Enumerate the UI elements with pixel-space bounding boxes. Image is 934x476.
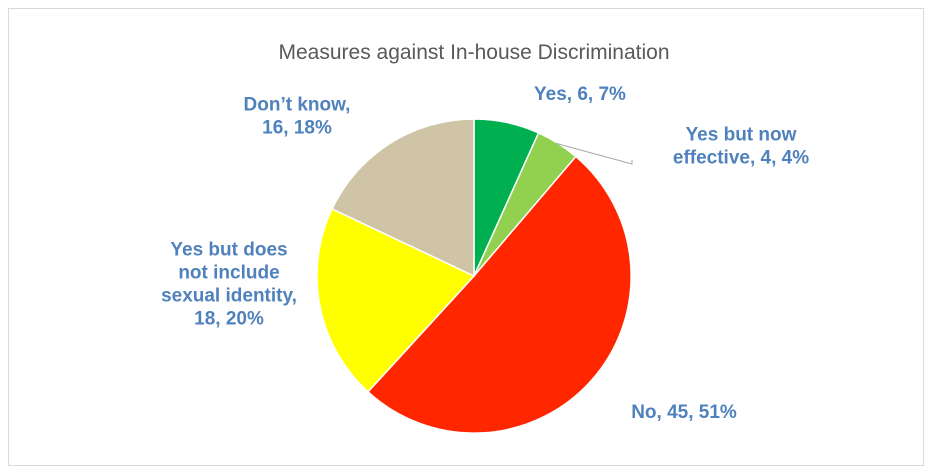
pie-slice-don-t-know [331, 118, 475, 278]
pie-slice-no [366, 155, 632, 434]
data-label: Yes, 6, 7% [534, 84, 626, 105]
data-label-line: Don’t know, [244, 95, 351, 116]
data-label-line: 18, 20% [194, 309, 264, 330]
data-label-line: Yes but now [686, 125, 797, 146]
data-label: Yes but now effective, 4, 4% [673, 125, 809, 169]
data-label: No, 45, 51% [631, 402, 737, 423]
data-label-line: Yes but does [170, 240, 287, 261]
data-label: Yes but does not include sexual identity, 1… [161, 240, 297, 330]
data-label-line: not include [178, 263, 279, 284]
pie-slices [316, 118, 632, 434]
chart-title: Measures against In-house Discrimination [278, 41, 669, 64]
pie-slice-yes-but-does-not-include-sexual-identity [316, 207, 476, 393]
data-label-line: No, 45, 51% [631, 402, 737, 423]
leader-lines [555, 142, 633, 165]
data-label-line: sexual identity, [161, 286, 297, 307]
data-labels: Yes, 6, 7% Yes but now effective, 4, 4% No,… [161, 84, 809, 423]
data-label-line: Yes, 6, 7% [534, 84, 626, 105]
leader-line [555, 142, 633, 165]
data-label-line: effective, 4, 4% [673, 148, 809, 169]
data-label-line: 16, 18% [262, 118, 332, 139]
data-label: Don’t know, 16, 18% [244, 95, 351, 139]
